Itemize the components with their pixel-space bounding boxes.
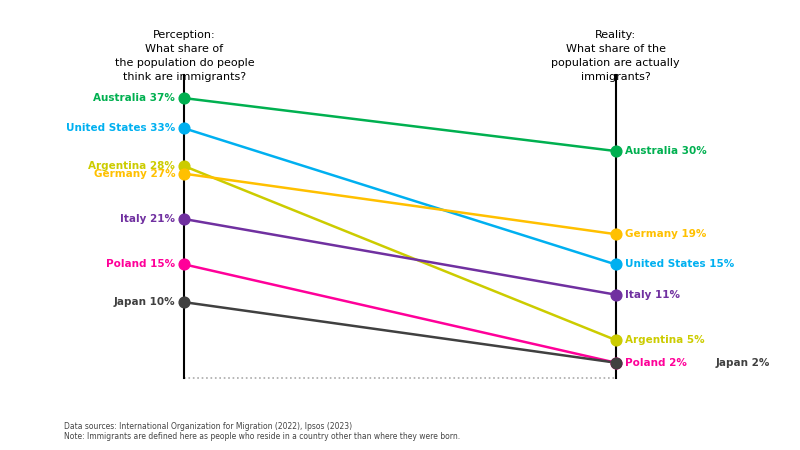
Text: United States 33%: United States 33% bbox=[66, 123, 175, 133]
Point bbox=[178, 125, 191, 132]
Point bbox=[610, 291, 622, 298]
Text: Italy 11%: Italy 11% bbox=[625, 290, 680, 300]
Point bbox=[178, 216, 191, 223]
Point bbox=[178, 170, 191, 177]
Text: Japan 2%: Japan 2% bbox=[716, 358, 770, 368]
Text: United States 15%: United States 15% bbox=[625, 259, 734, 270]
Point bbox=[178, 261, 191, 268]
Point bbox=[178, 299, 191, 306]
Text: Argentina 28%: Argentina 28% bbox=[88, 161, 175, 171]
Text: Australia 37%: Australia 37% bbox=[94, 93, 175, 103]
Point bbox=[610, 261, 622, 268]
Text: Reality:
What share of the
population are actually
immigrants?: Reality: What share of the population ar… bbox=[551, 30, 680, 82]
Text: Japan 10%: Japan 10% bbox=[114, 297, 175, 307]
Text: Argentina 5%: Argentina 5% bbox=[625, 335, 705, 345]
Text: Perception:
What share of
the population do people
think are immigrants?: Perception: What share of the population… bbox=[114, 30, 254, 82]
Text: Germany 19%: Germany 19% bbox=[625, 229, 706, 239]
Text: Australia 30%: Australia 30% bbox=[625, 146, 706, 156]
Point bbox=[610, 230, 622, 238]
Point bbox=[610, 359, 622, 366]
Point bbox=[610, 148, 622, 155]
Text: Poland 2%: Poland 2% bbox=[625, 358, 686, 368]
Point bbox=[178, 94, 191, 102]
Text: Data sources: International Organization for Migration (2022), Ipsos (2023)
Note: Data sources: International Organization… bbox=[64, 422, 460, 441]
Point bbox=[178, 162, 191, 170]
Text: Poland 15%: Poland 15% bbox=[106, 259, 175, 270]
Point bbox=[610, 337, 622, 344]
Point bbox=[610, 359, 622, 366]
Text: Germany 27%: Germany 27% bbox=[94, 169, 175, 179]
Text: Italy 21%: Italy 21% bbox=[120, 214, 175, 224]
